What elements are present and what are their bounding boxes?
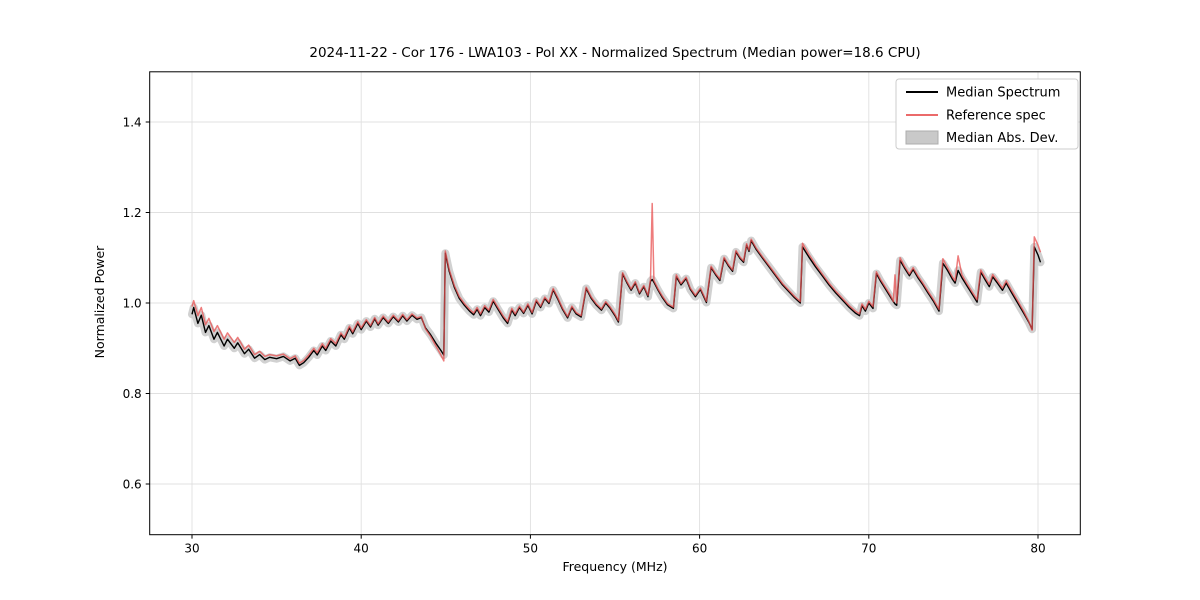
y-tick-label-0.6: 0.6 (123, 478, 142, 492)
y-tick-label-0.8: 0.8 (123, 387, 142, 401)
x-tick-label-40: 40 (354, 542, 369, 556)
y-tick-label-1: 1.0 (123, 297, 142, 311)
legend-box (895, 78, 1079, 150)
x-tick-label-50: 50 (523, 542, 538, 556)
x-tick-label-80: 80 (1030, 542, 1045, 556)
y-tick-label-1.2: 1.2 (123, 206, 142, 220)
x-axis-label: Frequency (MHz) (562, 559, 667, 574)
legend-entry-median: Median Spectrum (906, 86, 1060, 101)
legend-entry-reference: Reference spec (906, 109, 1046, 124)
legend-label-median: Median Spectrum (946, 86, 1060, 101)
reference-spectrum-line (191, 202, 1042, 364)
plot-frame (149, 71, 1081, 536)
legend-label-mad: Median Abs. Dev. (946, 131, 1058, 146)
legend-label-reference: Reference spec (946, 109, 1046, 124)
legend-patch-mad (905, 130, 939, 145)
x-tick-label-30: 30 (184, 542, 199, 556)
y-tick-label-1.4: 1.4 (123, 116, 142, 130)
x-tick-label-60: 60 (692, 542, 707, 556)
legend: Median Spectrum Reference spec Median Ab… (895, 78, 1079, 150)
x-tick-label-70: 70 (861, 542, 876, 556)
legend-entry-mad: Median Abs. Dev. (905, 130, 1058, 146)
y-axis-label: Normalized Power (92, 245, 107, 359)
axis-ticks: 30 40 50 60 70 80 0.6 0.8 1.0 1.2 1.4 (123, 116, 1046, 556)
chart-title: 2024-11-22 - Cor 176 - LWA103 - Pol XX -… (309, 45, 920, 61)
data-series (188, 202, 1045, 370)
